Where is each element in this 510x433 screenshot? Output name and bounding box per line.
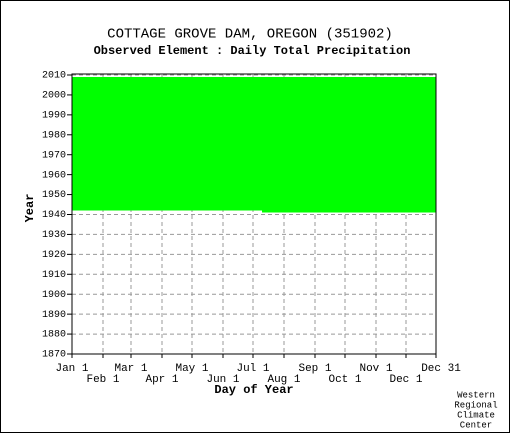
x-tick-label: Apr 1: [145, 374, 178, 386]
x-tick-label: Aug 1: [267, 374, 300, 386]
y-tick-label: 1880: [42, 330, 66, 341]
plot-frame: [71, 73, 437, 355]
y-tick-label: 1930: [42, 230, 66, 241]
y-axis-label: Year: [23, 194, 37, 223]
y-tick-label: 1940: [42, 210, 66, 221]
y-tick-label: 1970: [42, 150, 66, 161]
y-tick-label: 1950: [42, 190, 66, 201]
credit-line: Center: [460, 420, 492, 430]
x-tick-label: Oct 1: [328, 374, 361, 386]
data-range: [262, 76, 436, 213]
chart-subtitle: Observed Element : Daily Total Precipita…: [94, 44, 411, 58]
y-tick-label: 2010: [42, 71, 66, 82]
x-axis-label: Day of Year: [214, 383, 293, 397]
y-tick-label: 2000: [42, 91, 66, 102]
credit-line: Western: [457, 390, 495, 400]
x-tick-label: Feb 1: [86, 374, 119, 386]
x-tick-label: Jul 1: [236, 363, 269, 375]
x-tick-label: Nov 1: [359, 363, 392, 375]
y-tick-label: 1890: [42, 310, 66, 321]
credit-line: Climate: [457, 410, 495, 420]
data-range: [72, 76, 262, 211]
x-tick-label: Jun 1: [206, 374, 239, 386]
credit-line: Regional: [454, 400, 497, 410]
x-tick-label: Dec 1: [389, 374, 422, 386]
y-tick-label: 1990: [42, 110, 66, 121]
y-tick-label: 1980: [42, 130, 66, 141]
y-tick-label: 1960: [42, 170, 66, 181]
y-tick-label: 1910: [42, 270, 66, 281]
x-tick-label: Sep 1: [298, 363, 331, 375]
y-tick-label: 1900: [42, 290, 66, 301]
x-tick-label: Jan 1: [55, 363, 88, 375]
y-tick-label: 1920: [42, 250, 66, 261]
x-tick-label: Mar 1: [114, 363, 147, 375]
chart-title: COTTAGE GROVE DAM, OREGON (351902): [107, 27, 393, 43]
x-tick-label: Dec 31: [421, 363, 461, 375]
y-tick-label: 1870: [42, 350, 66, 361]
x-tick-label: May 1: [175, 363, 208, 375]
